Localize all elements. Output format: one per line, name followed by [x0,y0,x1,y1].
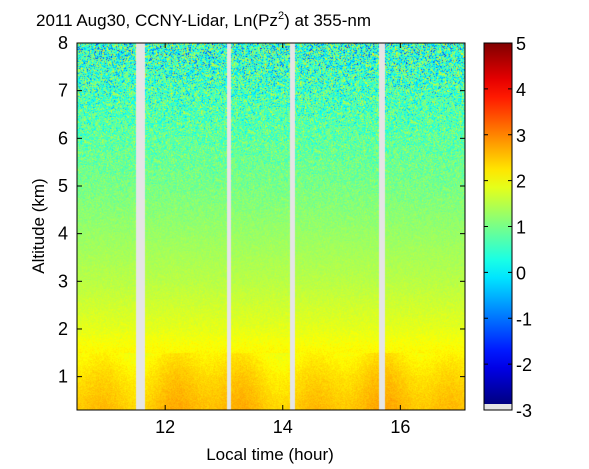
y-tick-label: 4 [58,224,68,244]
colorbar-tick-label: 5 [516,34,526,54]
colorbar-below-range-swatch [484,404,512,410]
x-tick-label: 16 [390,417,410,437]
y-tick-label: 8 [58,33,68,53]
plot-frame [76,42,466,411]
colorbar [483,42,513,411]
x-tick-label: 14 [273,417,293,437]
y-tick-label: 3 [58,271,68,291]
colorbar-tick-label: 3 [516,126,526,146]
colorbar-ticks: 5 4 3 2 1 0 -1 -2 -3 [484,34,532,421]
heatmap-plot-area [77,43,465,410]
y-tick-label: 7 [58,81,68,101]
heatmap-image [77,43,465,410]
x-axis-ticks: 12 14 16 [155,43,410,437]
colorbar-tick-label: -3 [516,401,532,421]
y-axis-label: Altitude (km) [29,178,48,273]
x-axis-label: Local time (hour) [206,445,334,464]
y-tick-label: 2 [58,319,68,339]
colorbar-tick-label: -2 [516,355,532,375]
y-tick-label: 1 [58,367,68,387]
colorbar-tick-label: 0 [516,263,526,283]
colorbar-tick-label: -1 [516,309,532,329]
colorbar-tick-label: 2 [516,172,526,192]
colorbar-gradient [484,43,512,404]
chart-title-superscript: 2 [278,10,284,22]
y-tick-label: 5 [58,176,68,196]
chart-title-prefix: 2011 Aug30, CCNY-Lidar, Ln(Pz [36,11,278,30]
x-tick-label: 12 [155,417,175,437]
colorbar-tick-label: 4 [516,80,526,100]
y-tick-label: 6 [58,128,68,148]
chart-title: 2011 Aug30, CCNY-Lidar, Ln(Pz2) at 355-n… [36,10,371,30]
chart-title-suffix: ) at 355-nm [284,11,371,30]
colorbar-tick-label: 1 [516,218,526,238]
y-axis-ticks: 1 2 3 4 5 6 7 8 [58,33,465,387]
